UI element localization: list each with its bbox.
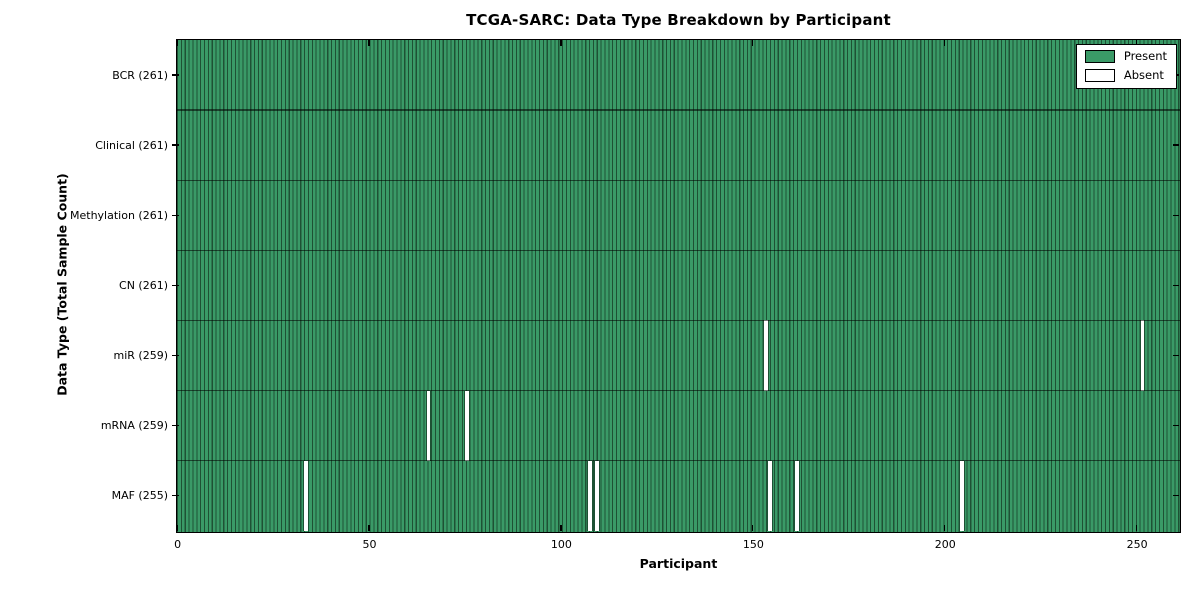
- y-tick-label: Methylation (261): [70, 208, 168, 222]
- legend-entry-present: Present: [1084, 49, 1167, 63]
- y-tick-label: Clinical (261): [95, 138, 168, 152]
- y-tick-left: [172, 354, 179, 357]
- x-tick-top: [1135, 40, 1138, 46]
- y-tick-left: [172, 495, 179, 497]
- legend-label-present: Present: [1123, 49, 1167, 63]
- row-divider: [177, 249, 1180, 252]
- x-tick-bottom: [368, 524, 370, 531]
- y-tick-left: [172, 214, 179, 216]
- absent-swatch-icon: [1084, 69, 1115, 82]
- row-divider: [177, 459, 1180, 462]
- y-tick-right: [1172, 495, 1179, 497]
- y-tick-label: miR (259): [113, 349, 169, 363]
- chart-title: TCGA-SARC: Data Type Breakdown by Partic…: [466, 11, 891, 29]
- absent-gap-MAF-204: [959, 460, 965, 531]
- y-tick-left: [172, 424, 179, 427]
- x-tick-top: [560, 40, 562, 46]
- y-tick-right: [1172, 214, 1179, 216]
- x-tick-label: 250: [1126, 538, 1148, 551]
- y-tick-left: [172, 74, 179, 76]
- y-tick-right: [1172, 284, 1179, 287]
- absent-gap-MAF-154: [767, 460, 774, 531]
- x-axis-label: Participant: [639, 556, 718, 571]
- absent-gap-MAF-107: [586, 460, 593, 531]
- x-tick-top: [943, 40, 946, 46]
- absent-gap-mRNA-65: [425, 390, 432, 461]
- row-divider: [177, 319, 1180, 322]
- y-tick-label: BCR (261): [112, 68, 168, 82]
- absent-gap-miR-251: [1139, 320, 1146, 391]
- row-divider: [177, 109, 1180, 111]
- absent-gap-miR-153: [763, 320, 770, 391]
- x-tick-label: 50: [362, 538, 377, 551]
- x-tick-top: [368, 40, 370, 46]
- x-tick-label: 0: [174, 538, 182, 551]
- x-tick-label: 200: [934, 538, 956, 551]
- row-divider: [177, 179, 1180, 181]
- x-tick-bottom: [752, 524, 754, 531]
- row-divider: [177, 389, 1180, 392]
- x-tick-bottom: [176, 524, 178, 531]
- absent-gap-MAF-109: [594, 460, 601, 531]
- absent-gap-MAF-161: [794, 460, 800, 531]
- legend-entry-absent: Absent: [1084, 68, 1167, 82]
- legend-label-absent: Absent: [1123, 68, 1164, 82]
- x-tick-bottom: [943, 524, 946, 531]
- absent-gap-mRNA-75: [463, 390, 470, 461]
- x-tick-top: [752, 40, 754, 46]
- x-tick-label: 100: [550, 538, 572, 551]
- plot-area: Present Absent: [172, 39, 1181, 533]
- present-swatch-icon: [1084, 50, 1115, 63]
- y-tick-label: MAF (255): [111, 489, 168, 503]
- y-tick-left: [172, 144, 179, 146]
- y-tick-label: CN (261): [119, 279, 168, 292]
- x-tick-label: 150: [742, 538, 764, 551]
- absent-gap-MAF-33: [302, 460, 309, 531]
- legend: Present Absent: [1075, 44, 1177, 89]
- y-tick-label: mRNA (259): [100, 419, 168, 433]
- x-tick-bottom: [560, 524, 562, 531]
- x-tick-top: [176, 40, 178, 46]
- y-tick-left: [172, 284, 179, 287]
- y-tick-right: [1172, 144, 1179, 146]
- y-tick-right: [1172, 424, 1179, 427]
- y-tick-right: [1172, 354, 1179, 357]
- x-tick-bottom: [1135, 524, 1138, 531]
